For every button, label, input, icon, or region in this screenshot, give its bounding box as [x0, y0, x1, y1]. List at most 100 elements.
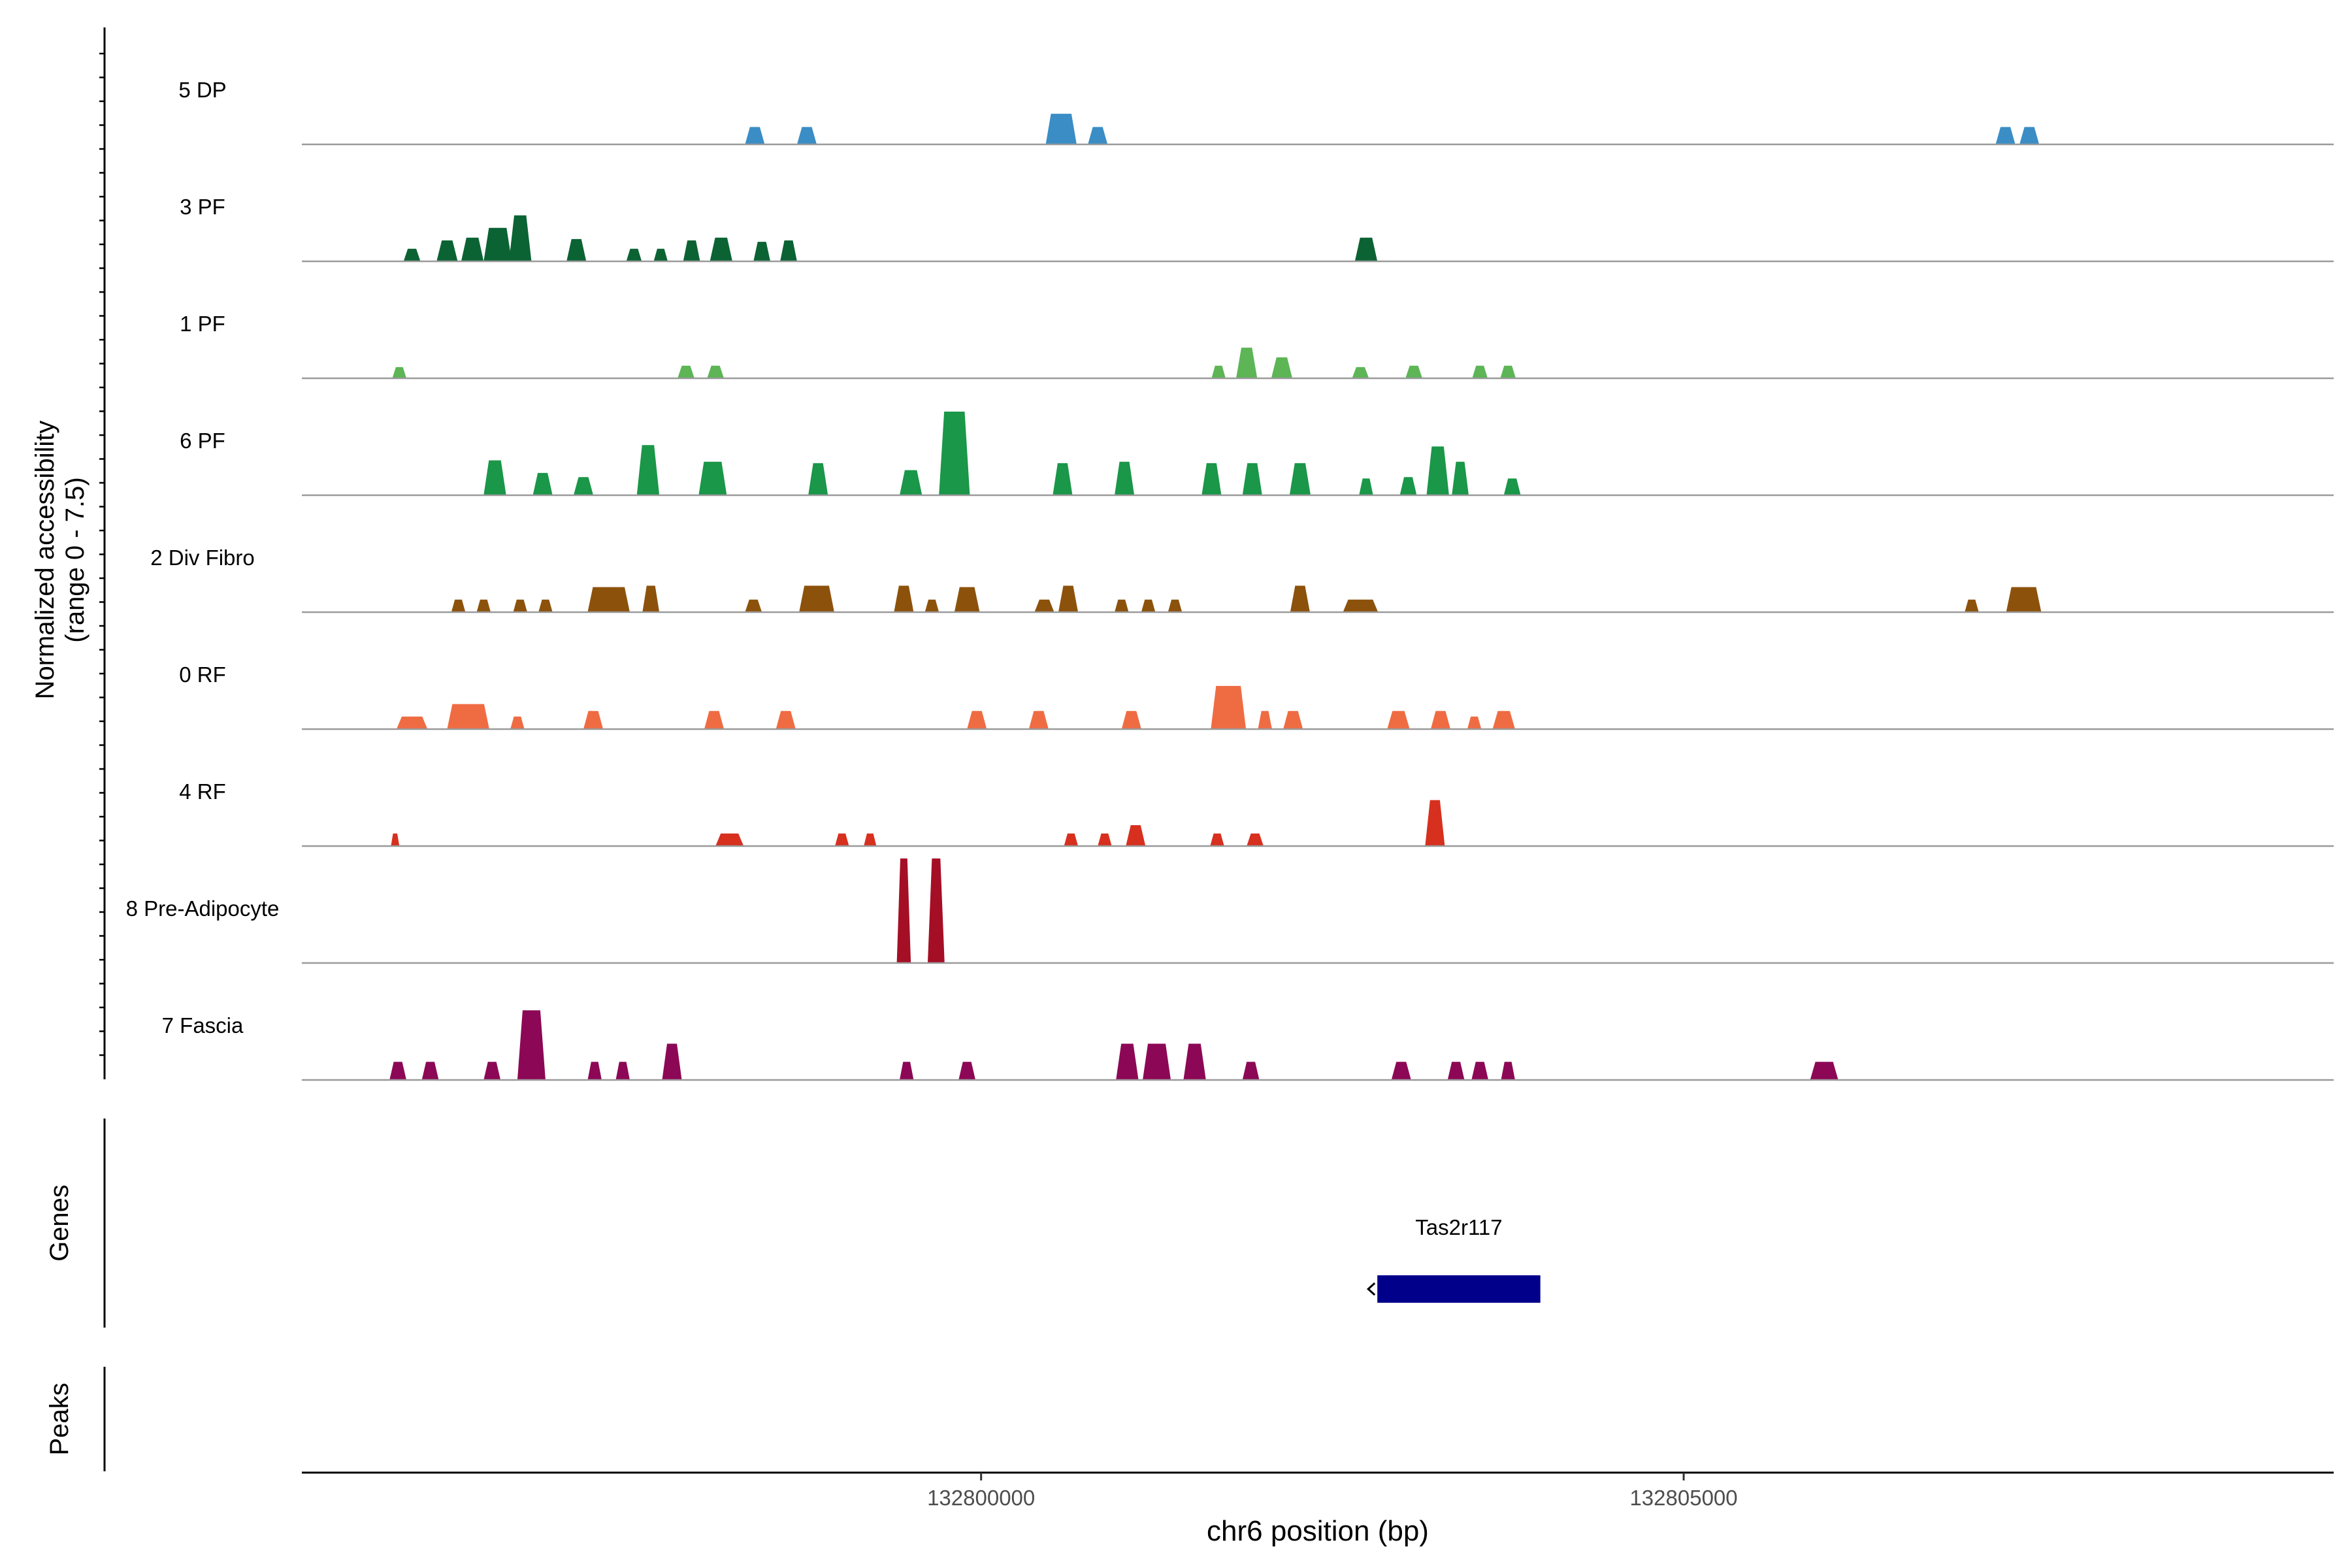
- coverage-peak: [1210, 833, 1224, 846]
- track: 4 RF: [179, 779, 2334, 847]
- gene-label: Tas2r117: [1415, 1215, 1502, 1239]
- coverage-peak: [1242, 463, 1262, 495]
- coverage-peak: [1236, 348, 1258, 378]
- coverage-peak: [1405, 365, 1423, 378]
- coverage-peak: [899, 470, 923, 495]
- coverage-peak: [436, 240, 458, 261]
- coverage-peak: [653, 248, 668, 261]
- coverage-peak: [392, 367, 407, 378]
- track-label: 1 PF: [180, 312, 225, 336]
- coverage-peak: [1115, 599, 1129, 612]
- coverage-peak: [894, 585, 914, 612]
- gene-body: [1377, 1275, 1541, 1303]
- track-label: 6 PF: [180, 429, 225, 453]
- track-label: 4 RF: [179, 779, 226, 804]
- track: 2 Div Fibro: [150, 546, 2334, 613]
- track: 5 DP: [178, 78, 2334, 146]
- coverage-peak: [1058, 585, 1079, 612]
- coverage-peak: [662, 1043, 682, 1080]
- coverage-peak: [1290, 585, 1310, 612]
- track: 6 PF: [180, 412, 2334, 497]
- coverage-peak: [967, 711, 987, 729]
- coverage-peak: [678, 365, 694, 378]
- coverage-peak: [636, 445, 660, 495]
- coverage-peak: [2019, 127, 2040, 144]
- coverage-peak: [1121, 711, 1141, 729]
- coverage-peak: [517, 1010, 546, 1080]
- coverage-peak: [1500, 365, 1516, 378]
- genes-panel-label: Genes: [45, 1184, 74, 1262]
- coverage-y-axis: Normalized accessibility(range 0 - 7.5): [31, 27, 106, 1079]
- coverage-peak: [476, 599, 491, 612]
- coverage-peak: [389, 1062, 407, 1080]
- coverage-peak: [1201, 463, 1222, 495]
- coverage-peak: [954, 587, 980, 612]
- coverage-peak: [461, 237, 484, 261]
- coverage-peak: [745, 127, 765, 144]
- coverage-peak: [391, 833, 400, 846]
- coverage-peak: [1143, 1043, 1171, 1080]
- y-label-line: (range 0 - 7.5): [61, 477, 90, 642]
- coverage-peak: [1034, 599, 1054, 612]
- coverage-peak: [1098, 833, 1112, 846]
- track-label: 0 RF: [179, 662, 226, 687]
- coverage-peak: [1028, 711, 1049, 729]
- coverage-peak: [924, 599, 939, 612]
- coverage-peak: [710, 237, 732, 261]
- coverage-peak: [1359, 478, 1373, 495]
- track: 3 PF: [180, 195, 2334, 263]
- track: 8 Pre-Adipocyte: [126, 858, 2334, 964]
- coverage-peak: [642, 585, 660, 612]
- coverage-peak: [1430, 711, 1451, 729]
- track-label: 2 Div Fibro: [150, 546, 255, 570]
- coverage-peak: [958, 1062, 976, 1080]
- coverage-peak: [1995, 127, 2016, 144]
- coverage-peak: [1116, 1043, 1139, 1080]
- coverage-peak: [1387, 711, 1410, 729]
- coverage-peak: [1247, 833, 1264, 846]
- coverage-peak: [1211, 685, 1247, 729]
- strand-arrow: [1366, 1282, 1376, 1296]
- coverage-peak: [834, 833, 849, 846]
- coverage-peak: [513, 599, 527, 612]
- coverage-peak: [780, 240, 797, 261]
- coverage-peak: [1168, 599, 1183, 612]
- coverage-peak: [421, 1062, 439, 1080]
- coverage-peak: [1472, 365, 1488, 378]
- coverage-peak: [1452, 461, 1469, 495]
- coverage-peak: [1283, 711, 1303, 729]
- coverage-peak: [715, 833, 744, 846]
- coverage-peak: [1258, 711, 1272, 729]
- coverage-peak: [510, 716, 525, 729]
- coverage-peak: [698, 461, 727, 495]
- coverage-peak: [808, 463, 828, 495]
- coverage-peak: [1426, 446, 1449, 495]
- coverage-peak: [1391, 1062, 1411, 1080]
- coverage-peak: [707, 365, 725, 378]
- coverage-peak: [1810, 1062, 1838, 1080]
- coverage-peak: [776, 711, 796, 729]
- coverage-peak: [1242, 1062, 1260, 1080]
- coverage-peak: [1501, 1062, 1515, 1080]
- coverage-peak: [1211, 365, 1226, 378]
- coverage-y-axis-label: Normalized accessibility(range 0 - 7.5): [31, 421, 90, 700]
- x-axis-ticks: 132800000 132805000: [927, 1473, 1738, 1510]
- coverage-peak: [1343, 599, 1379, 612]
- track: 0 RF: [179, 662, 2334, 730]
- x-axis: 132800000 132805000 chr6 position (bp): [302, 1471, 2334, 1547]
- coverage-peak: [1088, 127, 1108, 144]
- coverage-peak: [451, 599, 466, 612]
- coverage-peak: [1289, 463, 1311, 495]
- coverage-peak: [1471, 1062, 1489, 1080]
- coverage-peak: [1399, 477, 1417, 495]
- coverage-peak: [745, 599, 762, 612]
- coverage-peak: [1492, 711, 1515, 729]
- coverage-peak: [896, 858, 911, 963]
- coverage-peak: [1053, 463, 1073, 495]
- coverage-tracks: 5 DP 3 PF 1 PF 6 PF 2 Div Fibro 0 RF 4 RF 8 Pre…: [126, 78, 2334, 1081]
- track-label: 5 DP: [178, 78, 226, 102]
- y-label-line: Normalized accessibility: [31, 421, 59, 700]
- coverage-peak: [2006, 587, 2042, 612]
